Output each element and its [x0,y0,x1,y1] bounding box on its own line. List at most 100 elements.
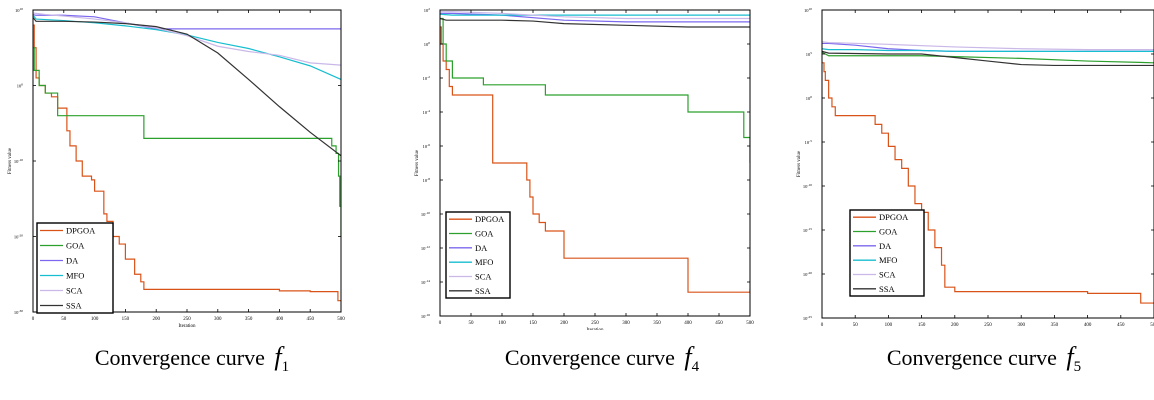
legend-entry-goa: GOA [66,241,85,251]
series-line-ssa [440,17,750,28]
y-tick-exponent: -16 [425,313,430,317]
chart-panel-f5: 0501001502002503003504004505001010105100… [792,0,1154,400]
y-tick-label: 102 [424,7,431,13]
series-line-goa [440,17,750,163]
y-tick-exponent: -20 [18,234,23,238]
legend-entry-mfo: MFO [66,271,84,281]
legend-entry-sca: SCA [879,270,896,280]
y-tick-exponent: 10 [20,7,24,11]
caption-f4: Convergence curve f4 [410,342,794,376]
chart-f4: 0 50 100 150 200 250 300 350 400 450 500 102 100 10-2… [415,7,754,330]
y-tick-label: 100 [806,95,813,101]
x-tick-label: 300 [1017,323,1025,328]
x-tick-label: 50 [853,323,859,328]
legend-entry-mfo: MFO [879,255,897,265]
function-label: f1 [274,342,290,376]
y-tick-exponent: -12 [425,245,430,249]
caption-text: Convergence curve [504,345,675,370]
legend-entry-ssa: SSA [879,284,895,294]
chart-f1: 0 50 100 150 200 250 300 350 400 450 500101010010-… [8,7,345,329]
y-tick-label: 10-15 [803,227,812,233]
function-label: f5 [1066,342,1082,376]
series-line-da [440,12,750,23]
y-tick-label: 10-20 [14,234,23,240]
plot-area [440,11,750,293]
x-tick-label: 150 [122,317,130,322]
y-tick-exponent: -4 [427,109,430,113]
series-line-sca [440,11,750,20]
y-tick-label: 10-30 [14,309,23,315]
y-tick-label: 105 [806,51,813,57]
legend-entry-ssa: SSA [66,301,82,311]
x-tick-label: 400 [684,321,692,326]
y-tick-exponent: -8 [427,177,430,181]
x-tick-label: 0 [821,323,824,328]
x-tick-label: 200 [560,321,568,326]
y-tick-label: 10-25 [803,315,812,321]
x-tick-label: 500 [1150,323,1154,328]
y-tick-label: 10-16 [421,313,430,319]
legend-box [849,209,925,297]
plot-area [822,41,1154,304]
legend-entry-goa: GOA [475,229,494,239]
x-tick-label: 250 [984,323,992,328]
x-tick-label: 100 [91,317,99,322]
y-tick-label: 10-6 [423,143,431,149]
y-tick-exponent: 0 [810,95,812,99]
y-tick-label: 1010 [804,7,812,13]
legend: DPGOA GOA DA MFO SCA SSA [445,211,511,299]
series-line-dpgoa [822,62,1154,304]
y-tick-exponent: 0 [428,41,430,45]
y-tick-exponent: 0 [21,83,23,87]
y-axis-label: Fitness value [415,149,420,176]
y-tick-exponent: 2 [428,7,430,11]
y-tick-exponent: -30 [18,309,23,313]
y-tick-label: 10-14 [421,279,430,285]
legend-entry-ssa: SSA [475,286,491,296]
legend-entry-mfo: MFO [475,257,493,267]
y-tick-label: 10-2 [423,75,431,81]
series-line-goa [822,51,1154,64]
y-tick-label: 10-5 [805,139,813,145]
y-tick-exponent: -15 [807,227,812,231]
legend-entry-goa: GOA [879,227,898,237]
y-tick-exponent: 10 [809,7,813,11]
x-tick-label: 450 [715,321,723,326]
x-tick-label: 50 [469,321,475,326]
plot-area [33,12,341,302]
x-tick-label: 350 [653,321,661,326]
x-tick-label: 50 [61,317,67,322]
legend-box [36,222,114,314]
x-tick-label: 500 [337,317,345,322]
y-tick-exponent: -10 [807,183,812,187]
y-tick-label: 1010 [15,7,23,13]
legend-entry-da: DA [879,241,892,251]
legend-entry-da: DA [66,256,79,266]
y-tick-exponent: -10 [18,158,23,162]
x-tick-label: 250 [591,321,599,326]
y-tick-label: 10-4 [423,109,431,115]
legend-entry-dpgoa: DPGOA [879,212,909,222]
series-line-sca [822,41,1154,51]
x-tick-label: 200 [152,317,160,322]
series-line-mfo [822,48,1154,52]
y-tick-exponent: -14 [425,279,430,283]
series-line-sca [33,12,341,66]
y-tick-label: 10-8 [423,177,431,183]
legend-box [445,211,511,299]
x-tick-label: 200 [951,323,959,328]
legend: DPGOA GOA DA MFO SCA SSA [36,222,114,314]
x-tick-label: 450 [306,317,314,322]
x-tick-label: 0 [32,317,35,322]
y-tick-label: 10-10 [803,183,812,189]
x-tick-label: 300 [214,317,222,322]
y-axis-label: Fitness value [797,150,802,177]
x-tick-label: 500 [746,321,754,326]
series-line-ssa [33,17,341,157]
y-tick-label: 100 [17,83,24,89]
y-tick-label: 100 [424,41,431,47]
caption-f1: Convergence curve f1 [0,342,384,376]
x-tick-label: 400 [276,317,284,322]
caption-f5: Convergence curve f5 [792,342,1154,376]
chart-panel-f4: 0 50 100 150 200 250 300 350 400 450 500 102 100 10-2… [410,0,794,400]
